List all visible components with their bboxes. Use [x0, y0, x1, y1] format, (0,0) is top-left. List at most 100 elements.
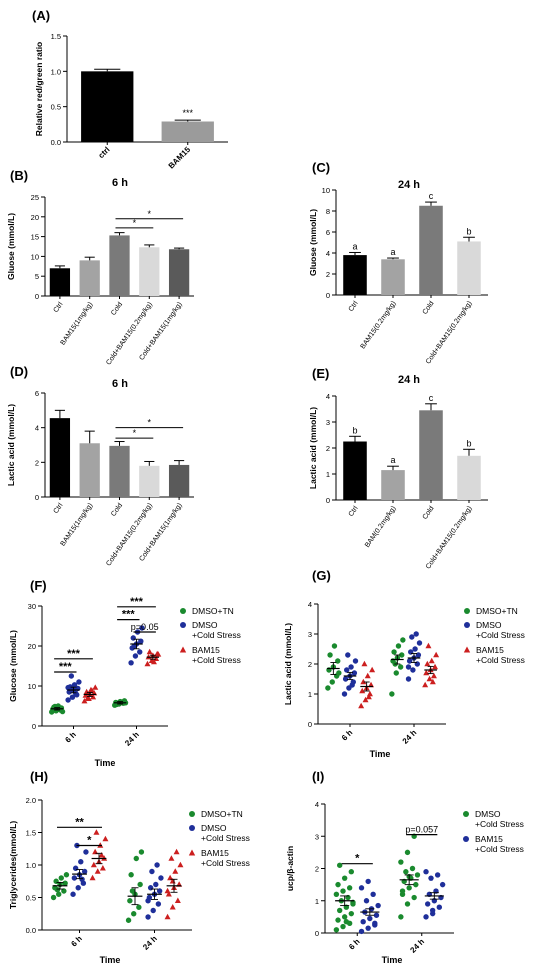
y-tick-label: 0	[326, 496, 330, 505]
data-point	[136, 904, 142, 910]
data-point	[75, 885, 81, 891]
data-point	[329, 679, 335, 685]
x-tick-label: BAM15(0.2mg/kg)	[360, 300, 398, 350]
data-point	[375, 902, 381, 909]
x-axis-title: Time	[382, 955, 403, 965]
data-point	[425, 642, 432, 649]
data-point	[153, 881, 159, 888]
y-tick-label: 5	[35, 272, 39, 281]
data-point	[71, 875, 78, 881]
data-point	[391, 649, 397, 655]
legend-label-line: DMSO+TN	[201, 809, 243, 819]
data-point	[369, 666, 376, 673]
data-point	[333, 891, 340, 897]
data-point	[164, 887, 171, 894]
data-point	[405, 664, 412, 670]
data-point	[53, 878, 59, 884]
x-tick-label: BAM15(1mg/kg)	[60, 301, 95, 346]
data-point	[54, 887, 61, 893]
data-point	[76, 679, 82, 685]
y-tick-label: 10	[31, 252, 39, 261]
data-point	[137, 649, 143, 655]
data-point	[81, 698, 88, 704]
data-point	[368, 681, 375, 688]
legend-label: DMSO+TN	[201, 809, 243, 819]
y-tick-label: 30	[28, 602, 36, 611]
bar	[49, 268, 71, 296]
significance-marker: ***	[67, 648, 81, 660]
data-point	[397, 664, 404, 670]
legend-marker	[189, 811, 195, 817]
x-tick-label: BAM15	[167, 145, 193, 171]
data-point	[365, 925, 371, 931]
panel-label: (F)	[30, 578, 47, 593]
data-point	[99, 865, 106, 871]
data-point	[348, 664, 354, 670]
data-point	[70, 891, 76, 897]
data-point	[358, 702, 365, 709]
legend-marker	[464, 608, 470, 614]
data-point	[79, 876, 85, 882]
x-tick-label: 24 h	[123, 730, 141, 748]
data-point	[413, 881, 419, 888]
panel-f: (F) 0 10 20 30 Glucose (mmol/L) 6 h 24 h Time ***…	[8, 578, 241, 768]
y-tick-label: 6	[326, 228, 330, 237]
y-tick-label: 25	[31, 193, 39, 202]
data-point	[129, 888, 136, 894]
panel-h: (H) 0.0 0.5 1.0 1.5 2.0 Triglycerides(mmol/L) 6…	[8, 769, 250, 965]
y-tick-label: 3	[326, 418, 330, 427]
data-point	[127, 898, 133, 904]
data-point	[365, 693, 372, 700]
bar	[343, 441, 367, 500]
legend-label-line: DMSO	[476, 620, 502, 630]
data-point	[89, 687, 96, 693]
significance-marker: ***	[59, 661, 73, 673]
data-point	[409, 634, 415, 640]
panel-label: (E)	[312, 366, 329, 381]
significance-marker: *	[87, 835, 92, 847]
y-tick-label: 0.5	[51, 103, 61, 112]
x-tick-label: Cold	[110, 502, 124, 518]
x-tick-label: 24 h	[408, 937, 426, 955]
bar	[343, 255, 367, 295]
data-point	[125, 917, 132, 923]
data-point	[399, 652, 405, 658]
data-point	[358, 885, 365, 891]
data-point	[428, 657, 435, 664]
data-point	[400, 637, 406, 643]
data-point	[147, 885, 154, 891]
data-point	[172, 868, 179, 874]
data-point	[132, 653, 139, 659]
data-point	[389, 691, 395, 697]
y-tick-label: 1.0	[26, 861, 36, 870]
legend-label: BAM15 +Cold Stress	[201, 848, 250, 868]
data-point	[102, 835, 109, 842]
y-tick-label: 4	[326, 249, 330, 258]
x-tick-label: 24 h	[401, 728, 419, 746]
y-axis-label: Relative red/green ratio	[34, 42, 44, 136]
data-point	[164, 913, 171, 920]
data-point	[398, 859, 404, 865]
data-point	[424, 660, 431, 667]
significance-annotation: ***	[182, 108, 193, 118]
data-point	[92, 684, 99, 690]
data-point	[138, 638, 144, 644]
data-point	[413, 631, 419, 637]
bar	[81, 71, 134, 142]
panel-title: 6 h	[112, 177, 128, 189]
y-axis-label: Gluose (mmol/L)	[6, 213, 16, 280]
data-point	[144, 660, 151, 667]
significance-marker: p=0.05	[131, 622, 159, 632]
data-point	[145, 914, 151, 920]
y-axis-label: Gluose (mmol/L)	[308, 209, 318, 276]
data-point	[360, 678, 367, 685]
bar	[381, 259, 405, 295]
data-point	[155, 901, 162, 907]
x-tick-label: Ctrl	[348, 505, 360, 518]
data-point	[429, 678, 436, 685]
data-point	[69, 694, 76, 700]
data-point	[146, 648, 153, 655]
data-point	[398, 914, 404, 920]
data-point	[426, 675, 433, 682]
y-axis-label: Lactic acid (mmol/L)	[6, 404, 16, 486]
